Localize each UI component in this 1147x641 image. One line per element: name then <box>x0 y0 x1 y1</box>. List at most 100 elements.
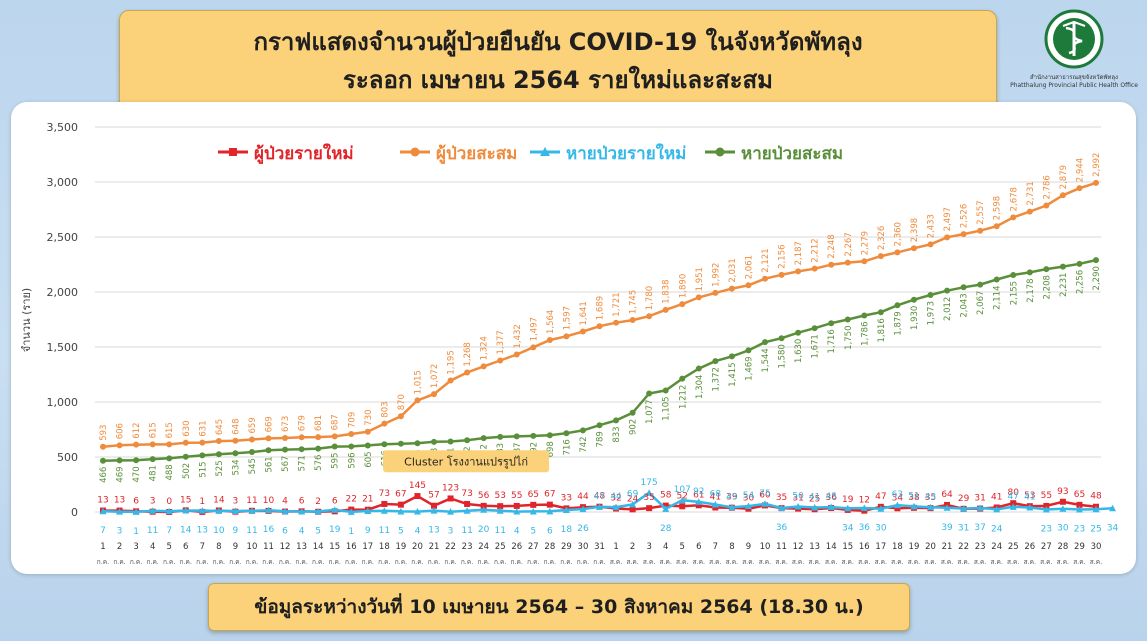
x-tick-label: 30 <box>578 542 589 552</box>
data-label-cumulative_cases: 2,731 <box>1026 181 1036 205</box>
x-tick-label: 8 <box>216 542 221 552</box>
data-label-new_cases: 39 <box>726 493 738 503</box>
data-label-cumulative_cases: 1,838 <box>662 279 672 303</box>
data-label-cumulative_recovered: 1,212 <box>678 385 688 409</box>
x-month-label: ก.ค. <box>229 558 241 566</box>
x-month-label: ก.ค. <box>444 558 456 566</box>
data-point-new_recovered <box>562 506 570 514</box>
data-label-cumulative_cases: 2,212 <box>811 238 821 262</box>
data-point-new_recovered <box>496 507 504 514</box>
data-label-new_recovered: 50 <box>792 492 804 502</box>
data-label-new_recovered: 41 <box>809 492 820 502</box>
data-point-new_recovered <box>960 505 968 512</box>
x-month-label: ก.ค. <box>362 558 374 566</box>
data-point-cumulative_recovered <box>199 452 206 459</box>
data-point-cumulative_cases <box>1026 208 1033 215</box>
data-label-cumulative_recovered: 488 <box>165 464 175 480</box>
data-point-new_recovered <box>629 500 637 508</box>
data-label-new_recovered: 31 <box>958 524 969 534</box>
x-tick-label: 12 <box>280 542 291 552</box>
data-point-new_cases <box>1010 500 1017 507</box>
x-month-label: ก.ค. <box>577 558 589 566</box>
data-label-new_recovered: 30 <box>875 524 887 534</box>
data-point-cumulative_cases <box>778 271 785 278</box>
data-point-cumulative_recovered <box>745 347 752 354</box>
data-point-new_cases <box>397 501 404 508</box>
x-tick-label: 27 <box>1041 542 1052 552</box>
data-point-cumulative_recovered <box>331 443 338 450</box>
data-point-new_recovered <box>678 496 686 504</box>
data-label-new_cases: 41 <box>991 492 1002 502</box>
data-point-cumulative_cases <box>1076 185 1083 192</box>
data-point-cumulative_recovered <box>977 281 984 288</box>
data-point-new_recovered <box>347 508 355 515</box>
x-tick-label: 24 <box>478 542 489 552</box>
data-point-cumulative_cases <box>497 357 504 364</box>
data-label-new_recovered: 23 <box>1041 524 1052 534</box>
x-tick-label: 11 <box>776 542 787 552</box>
x-month-label: ก.ค. <box>461 558 473 566</box>
x-month-label: ส.ค. <box>842 558 854 566</box>
data-point-new_cases <box>513 502 520 509</box>
data-label-cumulative_cases: 679 <box>298 415 308 431</box>
data-point-cumulative_cases <box>977 227 984 234</box>
data-label-cumulative_cases: 673 <box>281 416 291 432</box>
data-point-cumulative_cases <box>927 241 934 248</box>
data-point-cumulative_recovered <box>596 422 603 429</box>
x-month-label: ก.ค. <box>97 558 109 566</box>
x-tick-label: 1 <box>100 542 105 552</box>
x-month-label: ก.ค. <box>213 558 225 566</box>
data-label-new_recovered: 41 <box>1024 492 1035 502</box>
data-point-new_recovered <box>182 506 190 514</box>
data-label-cumulative_cases: 2,678 <box>1009 187 1019 211</box>
x-tick-label: 19 <box>909 542 920 552</box>
data-point-new_recovered <box>1075 505 1083 513</box>
data-label-cumulative_cases: 1,992 <box>711 263 721 287</box>
data-label-cumulative_recovered: 2,231 <box>1059 273 1069 297</box>
legend-label: ผู้ป่วยสะสม <box>436 144 517 165</box>
legend-item-cumulative_recovered: หายป่วยสะสม <box>705 144 843 164</box>
data-label-new_cases: 12 <box>859 496 870 506</box>
data-label-new_recovered: 39 <box>941 523 953 533</box>
x-tick-label: 13 <box>296 542 307 552</box>
data-point-cumulative_cases <box>315 434 322 441</box>
data-point-cumulative_recovered <box>182 453 189 460</box>
x-tick-label: 10 <box>760 542 771 552</box>
legend-item-new_cases: ผู้ป่วยรายใหม่ <box>218 143 354 165</box>
data-label-cumulative_recovered: 469 <box>116 466 126 482</box>
data-label-cumulative_recovered: 605 <box>364 451 374 467</box>
data-label-cumulative_recovered: 902 <box>629 419 639 435</box>
data-point-new_recovered <box>198 507 206 514</box>
data-label-cumulative_recovered: 1,415 <box>728 362 738 386</box>
data-point-new_recovered <box>463 507 471 514</box>
x-tick-label: 31 <box>594 542 605 552</box>
data-point-cumulative_recovered <box>762 339 768 346</box>
data-point-cumulative_cases <box>133 441 140 448</box>
data-point-cumulative_recovered <box>298 446 305 453</box>
data-label-new_recovered: 16 <box>263 525 275 535</box>
x-month-label: ก.ค. <box>395 558 407 566</box>
data-point-new_recovered <box>430 507 438 514</box>
data-label-cumulative_recovered: 692 <box>529 442 539 458</box>
data-label-cumulative_recovered: 502 <box>182 463 192 479</box>
data-label-new_recovered: 92 <box>693 487 704 497</box>
data-label-cumulative_cases: 1,432 <box>513 324 523 348</box>
data-label-cumulative_recovered: 481 <box>149 465 159 481</box>
data-point-new_recovered <box>132 508 140 515</box>
data-label-new_cases: 73 <box>379 489 390 499</box>
x-month-label: ส.ค. <box>908 558 920 566</box>
data-point-new_recovered <box>99 507 107 515</box>
data-point-cumulative_recovered <box>579 427 586 434</box>
data-label-cumulative_recovered: 596 <box>347 452 357 468</box>
data-point-cumulative_recovered <box>447 438 454 445</box>
data-label-new_recovered: 10 <box>213 526 225 536</box>
x-tick-label: 30 <box>1091 542 1102 552</box>
data-point-new_recovered <box>165 507 173 515</box>
x-month-label: ก.ค. <box>511 558 523 566</box>
data-point-cumulative_recovered <box>844 316 851 323</box>
data-label-new_recovered: 34 <box>842 523 854 533</box>
data-label-new_recovered: 13 <box>428 526 439 536</box>
chart-title-line2: ระลอก เมษายน 2564 รายใหม่และสะสม <box>343 66 773 94</box>
data-label-new_recovered: 47 <box>1008 492 1019 502</box>
data-label-new_cases: 10 <box>263 496 275 506</box>
